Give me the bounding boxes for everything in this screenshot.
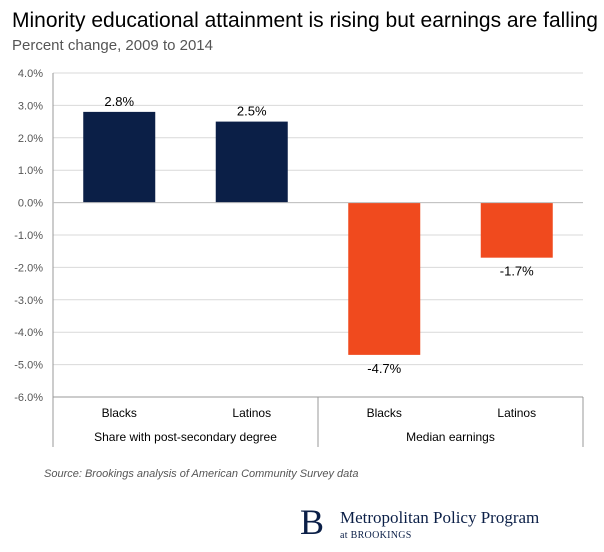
data-label: -1.7% <box>500 264 534 279</box>
x-category-label: Latinos <box>232 406 271 420</box>
y-tick-label: 0.0% <box>18 198 43 210</box>
x-category-label: Blacks <box>367 406 402 420</box>
x-group-label: Share with post-secondary degree <box>94 430 277 444</box>
bar-chart: 4.0% 3.0% 2.0% 1.0% 0.0% -1.0% -2.0% -3.0% -4.0%… <box>14 68 584 447</box>
chart-title: Minority educational attainment is risin… <box>12 9 598 32</box>
y-tick-label: 1.0% <box>18 165 43 177</box>
data-label: 2.5% <box>237 104 267 119</box>
brookings-logo: B Metropolitan Policy Program at BROOKIN… <box>300 502 590 546</box>
y-tick-label: -4.0% <box>14 327 43 339</box>
bar <box>348 202 421 355</box>
brookings-b-logo-mark: B <box>300 502 325 542</box>
chart-subtitle: Percent change, 2009 to 2014 <box>12 37 213 54</box>
data-label: -4.7% <box>367 361 401 376</box>
bar <box>215 121 288 203</box>
y-tick-label: -3.0% <box>14 295 43 307</box>
bar <box>480 202 553 258</box>
data-label: 2.8% <box>104 94 134 109</box>
x-category-label: Blacks <box>102 406 137 420</box>
y-tick-label: -5.0% <box>14 360 43 372</box>
y-tick-label: 3.0% <box>18 100 43 112</box>
logo-at-brookings: at BROOKINGS <box>340 530 412 541</box>
y-tick-label: 2.0% <box>18 133 43 145</box>
y-tick-label: -1.0% <box>14 230 43 242</box>
y-tick-label: -2.0% <box>14 262 43 274</box>
logo-program-name: Metropolitan Policy Program <box>340 508 540 527</box>
source-note: Source: Brookings analysis of American C… <box>44 468 359 480</box>
x-group-label: Median earnings <box>406 430 495 444</box>
y-tick-label: 4.0% <box>18 68 43 80</box>
bar <box>83 111 156 203</box>
y-tick-label: -6.0% <box>14 392 43 404</box>
x-category-label: Latinos <box>497 406 536 420</box>
